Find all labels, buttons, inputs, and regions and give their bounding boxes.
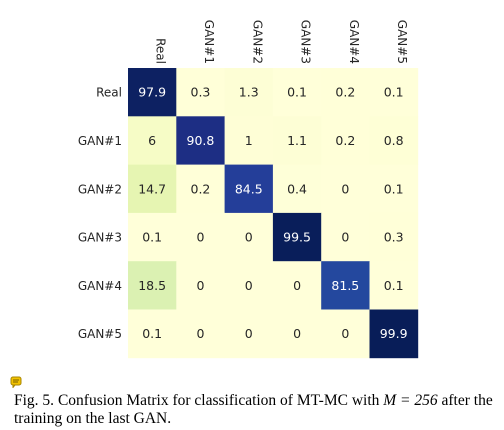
- cell-value-label: 90.8: [187, 133, 215, 148]
- cell-value-label: 0: [341, 181, 349, 196]
- cell-value-label: 97.9: [138, 85, 166, 100]
- heatmap-cell: [272, 212, 322, 262]
- caption-math: M = 256: [383, 392, 438, 409]
- figure-caption: Fig. 5. Confusion Matrix for classificat…: [14, 392, 496, 428]
- heatmap-cell: [224, 212, 274, 262]
- cell-value-label: 6: [148, 133, 156, 148]
- heatmap-cell: [272, 309, 322, 359]
- heatmap-cell: [272, 164, 322, 214]
- caption-label: Fig. 5.: [14, 392, 55, 409]
- heatmap-cell: [224, 116, 274, 165]
- y-tick-label: GAN#5: [78, 327, 122, 341]
- heatmap-cell: [128, 116, 177, 165]
- heatmap-cell: [176, 116, 225, 165]
- x-tick-label: GAN#5: [395, 20, 409, 64]
- heatmap-cell: [369, 261, 419, 310]
- cell-value-label: 0.1: [384, 181, 404, 196]
- cell-value-label: 18.5: [138, 278, 166, 293]
- cell-value-label: 0.1: [384, 278, 404, 293]
- heatmap-cell: [369, 309, 419, 359]
- heatmap-cell: [321, 212, 370, 262]
- heatmap-cell: [321, 116, 370, 165]
- cell-value-label: 84.5: [235, 181, 263, 196]
- heatmap-cell: [128, 68, 177, 117]
- heatmap-cell: [128, 261, 177, 310]
- cell-value-label: 0.2: [335, 85, 355, 100]
- cell-value-label: 0.8: [384, 133, 404, 148]
- cell-value-label: 0.1: [287, 85, 307, 100]
- heatmap-cell: [128, 164, 177, 214]
- cell-value-label: 0: [245, 326, 253, 341]
- x-tick-label: Real: [154, 38, 168, 64]
- heatmap-cell: [224, 261, 274, 310]
- heatmap-cell: [176, 261, 225, 310]
- cell-value-label: 0: [196, 278, 204, 293]
- heatmap-cell: [369, 212, 419, 262]
- cell-value-label: 99.5: [283, 230, 311, 245]
- heatmap-cell: [176, 309, 225, 359]
- cell-value-label: 81.5: [331, 278, 359, 293]
- heatmap-cell: [321, 309, 370, 359]
- heatmap-cell: [272, 116, 322, 165]
- heatmap-cell: [176, 212, 225, 262]
- cell-value-label: 0.1: [142, 326, 162, 341]
- cell-value-label: 1.3: [239, 85, 259, 100]
- cell-value-label: 0.1: [384, 85, 404, 100]
- x-tick-label: GAN#1: [202, 20, 216, 64]
- comment-icon: [10, 376, 22, 388]
- cell-value-label: 0: [293, 278, 301, 293]
- heatmap-cell: [128, 212, 177, 262]
- heatmap-cell: [321, 68, 370, 117]
- heatmap-cell: [321, 164, 370, 214]
- cell-value-label: 0.3: [191, 85, 211, 100]
- caption-text: Confusion Matrix for classification of M…: [57, 392, 380, 409]
- cell-value-label: 99.9: [380, 326, 408, 341]
- heatmap-cell: [176, 68, 225, 117]
- cell-value-label: 0: [196, 230, 204, 245]
- x-tick-label: GAN#3: [299, 20, 313, 64]
- cell-value-label: 0.4: [287, 181, 307, 196]
- heatmap-cell: [224, 68, 274, 117]
- heatmap-cell: [224, 309, 274, 359]
- cell-value-label: 1: [245, 133, 253, 148]
- cell-value-label: 0.3: [384, 230, 404, 245]
- cell-value-label: 14.7: [138, 181, 166, 196]
- heatmap-cell: [369, 164, 419, 214]
- heatmap-cells: [128, 68, 419, 359]
- y-tick-label: Real: [96, 86, 122, 100]
- cell-value-label: 0.1: [142, 230, 162, 245]
- caption-text-end: after the training on the last GAN.: [14, 392, 493, 427]
- cell-value-label: 0.2: [335, 133, 355, 148]
- x-tick-label: GAN#2: [250, 20, 264, 64]
- heatmap-cell: [176, 164, 225, 214]
- cell-value-label: 0: [245, 278, 253, 293]
- y-tick-label: GAN#3: [78, 231, 122, 245]
- y-tick-label: GAN#4: [78, 279, 122, 293]
- heatmap-cell: [369, 68, 419, 117]
- heatmap-cell: [128, 309, 177, 359]
- heatmap-cell: [369, 116, 419, 165]
- cell-value-label: 0: [245, 230, 253, 245]
- heatmap-cell: [224, 164, 274, 214]
- cell-value-label: 0: [341, 230, 349, 245]
- heatmap-cell: [272, 68, 322, 117]
- cell-value-label: 0: [293, 326, 301, 341]
- cell-value-label: 0: [341, 326, 349, 341]
- y-tick-label: GAN#1: [78, 134, 122, 148]
- y-tick-label: GAN#2: [78, 182, 122, 196]
- heatmap-cell: [321, 261, 370, 310]
- x-tick-label: GAN#4: [347, 20, 361, 64]
- heatmap-cell: [272, 261, 322, 310]
- cell-value-label: 1.1: [287, 133, 307, 148]
- cell-value-label: 0: [196, 326, 204, 341]
- cell-value-label: 0.2: [191, 181, 211, 196]
